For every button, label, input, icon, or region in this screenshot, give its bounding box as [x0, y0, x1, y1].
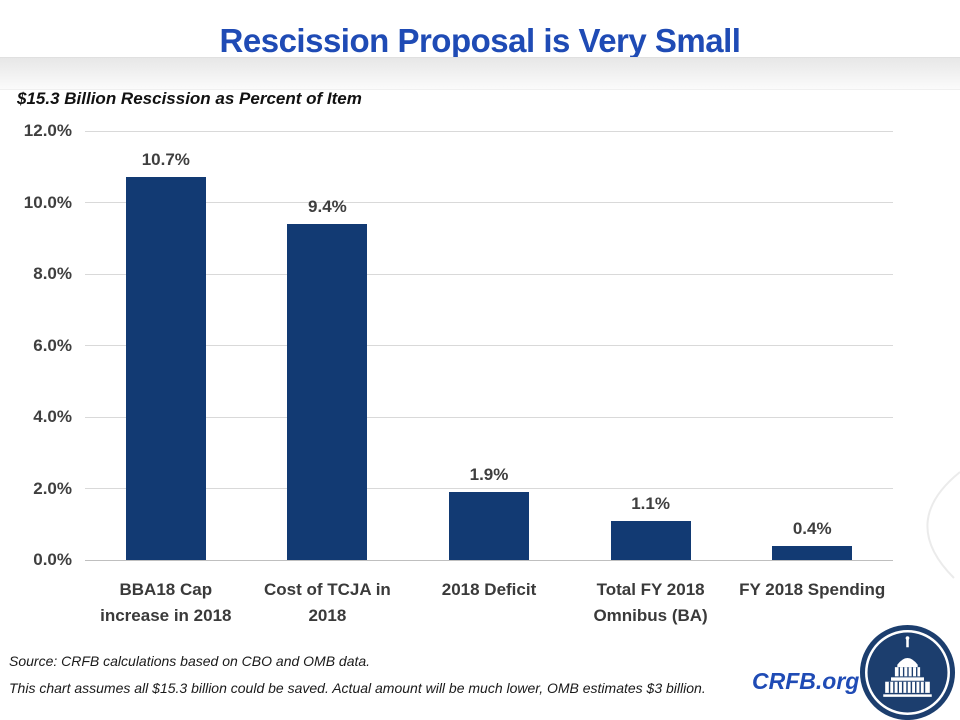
plot-area: 10.7% 9.4% 1.9% 1.1% 0.4%	[85, 130, 893, 561]
y-tick-label: 12.0%	[23, 121, 72, 140]
crfb-org-link[interactable]: CRFB.org	[752, 668, 860, 694]
source-note: Source: CRFB calculations based on CBO a…	[9, 653, 371, 669]
chart-title: Rescission Proposal is Very Small	[219, 22, 741, 59]
gridline	[85, 488, 893, 489]
bar-value-label: 1.1%	[631, 493, 670, 513]
gridline	[85, 416, 893, 418]
bar	[772, 545, 853, 560]
assumption-note: This chart assumes all $15.3 billion cou…	[9, 680, 706, 696]
y-tick-label: 4.0%	[33, 407, 72, 426]
y-tick-label: 0.0%	[33, 550, 72, 569]
category-label: Total FY 2018 Omnibus (BA)	[593, 580, 708, 625]
x-axis-labels: BBA18 Cap increase in 2018 Cost of TCJA i…	[85, 577, 893, 633]
category-label: BBA18 Cap increase in 2018	[100, 580, 232, 625]
gridline	[85, 273, 893, 275]
bar-value-label: 1.9%	[469, 465, 509, 485]
header-divider-band	[0, 57, 960, 90]
bar	[125, 177, 206, 560]
gridline	[85, 130, 893, 132]
category-label: Cost of TCJA in 2018	[263, 580, 391, 625]
y-tick-label: 10.0%	[23, 192, 72, 212]
bar	[449, 492, 529, 560]
y-tick-label: 6.0%	[33, 335, 72, 355]
bar-value-label: 0.4%	[792, 518, 832, 538]
decorative-swoosh-curve	[926, 471, 960, 579]
bar	[287, 223, 368, 560]
category-label: FY 2018 Spending	[739, 580, 886, 599]
gridline	[85, 345, 893, 346]
y-tick-label: 2.0%	[33, 478, 72, 498]
y-axis-labels: 0.0% 2.0% 4.0% 6.0% 8.0% 10.0% 12.0%	[0, 121, 72, 569]
chart-subtitle: $15.3 Billion Rescission as Percent of I…	[17, 89, 362, 108]
bar	[610, 520, 691, 560]
bar-value-label: 9.4%	[308, 196, 347, 216]
category-label: 2018 Deficit	[441, 580, 537, 599]
capitol-dome-icon	[859, 624, 956, 720]
bar-value-label: 10.7%	[141, 150, 190, 170]
gridline	[85, 202, 893, 203]
y-tick-label: 8.0%	[33, 264, 72, 283]
x-axis-line	[85, 559, 893, 561]
